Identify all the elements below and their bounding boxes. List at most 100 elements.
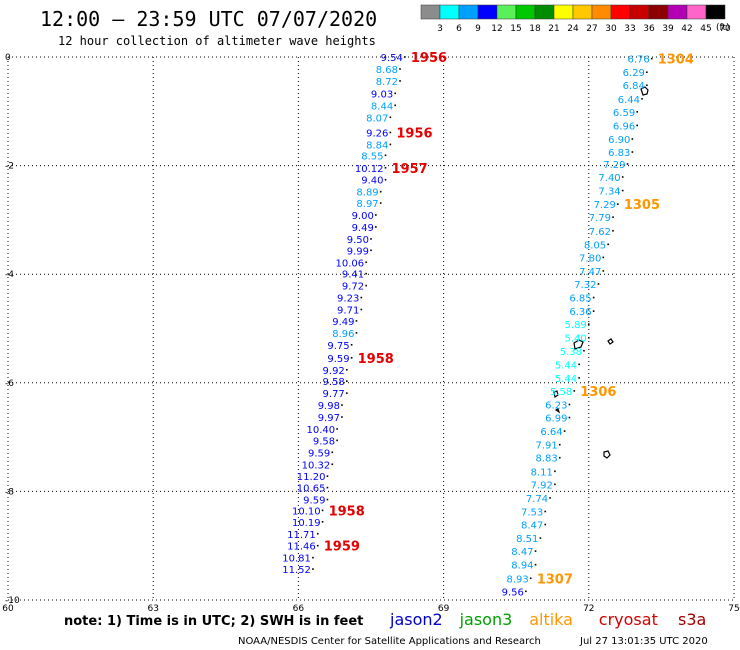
legend-bin-label: 45 bbox=[700, 24, 711, 34]
track-point bbox=[534, 550, 537, 552]
pass-time-label: 1957 bbox=[392, 162, 428, 177]
track-point bbox=[360, 296, 363, 299]
wave-height-label: 7.34 bbox=[598, 187, 620, 198]
y-tick-label: -4 bbox=[5, 270, 14, 280]
wave-height-label: 6.29 bbox=[623, 68, 645, 79]
wave-height-label: 11.71 bbox=[287, 530, 316, 541]
satellite-name-altika: altika bbox=[529, 610, 573, 629]
legend-bin-label: 24 bbox=[567, 24, 579, 34]
x-tick-label: 75 bbox=[728, 604, 739, 614]
track-point bbox=[534, 563, 537, 566]
track-point bbox=[389, 143, 392, 146]
track-point bbox=[384, 166, 387, 169]
wave-height-label: 9.58 bbox=[323, 377, 345, 388]
y-tick-label: -2 bbox=[5, 162, 14, 172]
wave-height-label: 11.46 bbox=[287, 542, 316, 553]
wave-height-label: 10.65 bbox=[297, 484, 326, 495]
wave-height-label: 7.40 bbox=[598, 173, 620, 184]
track-point bbox=[326, 486, 329, 489]
track-point bbox=[583, 349, 585, 352]
track-point bbox=[336, 439, 338, 442]
footer-note: note: 1) Time is in UTC; 2) SWH is in fe… bbox=[64, 614, 363, 629]
track-point bbox=[316, 544, 319, 547]
track-point bbox=[365, 261, 367, 264]
legend-bin-label: 42 bbox=[681, 24, 692, 34]
track-point bbox=[326, 475, 329, 477]
satellite-name-jason2: jason2 bbox=[389, 610, 443, 629]
wave-height-label: 6.36 bbox=[569, 307, 591, 318]
legend-bin-label: 6 bbox=[456, 24, 462, 34]
wave-height-label: 7.91 bbox=[535, 441, 557, 452]
wave-height-label: 8.05 bbox=[584, 240, 606, 251]
satellite-name-cryosat: cryosat bbox=[599, 610, 658, 629]
track-point bbox=[312, 556, 314, 559]
track-point bbox=[394, 92, 396, 95]
legend-swatch bbox=[591, 4, 612, 20]
track-point bbox=[588, 323, 590, 325]
track-point bbox=[621, 189, 624, 192]
legend-bin-label: 36 bbox=[643, 24, 655, 34]
track-point bbox=[525, 590, 527, 593]
legend-bin-label: 39 bbox=[662, 24, 674, 34]
wave-height-label: 9.54 bbox=[381, 53, 403, 64]
wave-height-label: 9.72 bbox=[342, 282, 364, 293]
wave-height-label: 7.47 bbox=[579, 267, 601, 278]
wave-height-label: 7.32 bbox=[574, 280, 596, 291]
wave-height-label: 5.44 bbox=[555, 360, 577, 371]
track-point bbox=[384, 178, 387, 181]
track-point bbox=[592, 296, 595, 299]
wave-height-label: 6.59 bbox=[613, 108, 635, 119]
wave-height-label: 7.74 bbox=[526, 494, 548, 505]
legend-swatch bbox=[686, 4, 707, 20]
wave-height-label: 5.58 bbox=[550, 387, 572, 398]
track-point bbox=[326, 498, 329, 501]
track-point bbox=[321, 521, 324, 523]
wave-height-label: 9.49 bbox=[352, 223, 374, 234]
legend-swatch bbox=[515, 4, 536, 20]
track-point bbox=[389, 116, 392, 119]
wave-height-label: 11.52 bbox=[282, 565, 311, 576]
track-point bbox=[588, 336, 590, 339]
track-point bbox=[399, 68, 401, 70]
wave-height-label: 9.92 bbox=[323, 366, 345, 377]
legend-swatch bbox=[477, 4, 498, 20]
wave-height-label: 7.62 bbox=[589, 227, 611, 238]
wave-height-label: 10.06 bbox=[336, 258, 365, 269]
track-point bbox=[631, 138, 634, 140]
wave-height-label: 5.40 bbox=[565, 334, 587, 345]
track-point bbox=[350, 343, 353, 346]
chart-grid bbox=[7, 56, 735, 601]
wave-height-label: 6.96 bbox=[613, 121, 635, 132]
legend-swatch bbox=[534, 4, 555, 20]
track-point bbox=[602, 256, 605, 259]
wave-height-label: 9.00 bbox=[352, 211, 374, 222]
wave-height-label: 7.79 bbox=[589, 213, 611, 224]
wave-height-label: 10.19 bbox=[292, 518, 321, 529]
legend-bin-label: 15 bbox=[510, 24, 521, 34]
island-outline bbox=[603, 450, 611, 459]
x-tick-label: 60 bbox=[2, 604, 14, 614]
wave-height-label: 9.49 bbox=[332, 317, 354, 328]
pass-time-label: 1958 bbox=[329, 504, 365, 519]
wave-height-label: 5.89 bbox=[565, 320, 587, 331]
wave-height-label: 8.47 bbox=[521, 521, 543, 532]
pass-time-label: 1307 bbox=[537, 572, 573, 587]
legend-bin-label: 27 bbox=[586, 24, 597, 34]
track-point bbox=[592, 310, 595, 312]
track-point bbox=[650, 57, 653, 60]
wave-height-label: 6.85 bbox=[569, 294, 591, 305]
track-point bbox=[631, 151, 634, 153]
legend-swatch bbox=[667, 4, 688, 20]
legend-bin-label: 3 bbox=[437, 24, 443, 34]
track-point bbox=[365, 284, 367, 287]
legend-swatch bbox=[629, 4, 650, 20]
pass-time-label: 1304 bbox=[658, 53, 694, 68]
track-point bbox=[568, 403, 571, 406]
wave-height-label: 6.64 bbox=[540, 427, 562, 438]
y-tick-label: -8 bbox=[5, 487, 14, 497]
pass-time-label: 1959 bbox=[324, 540, 360, 555]
chart-subtitle: 12 hour collection of altimeter wave hei… bbox=[58, 34, 376, 48]
legend-swatch bbox=[439, 4, 460, 20]
wave-height-label: 7.29 bbox=[603, 160, 625, 171]
